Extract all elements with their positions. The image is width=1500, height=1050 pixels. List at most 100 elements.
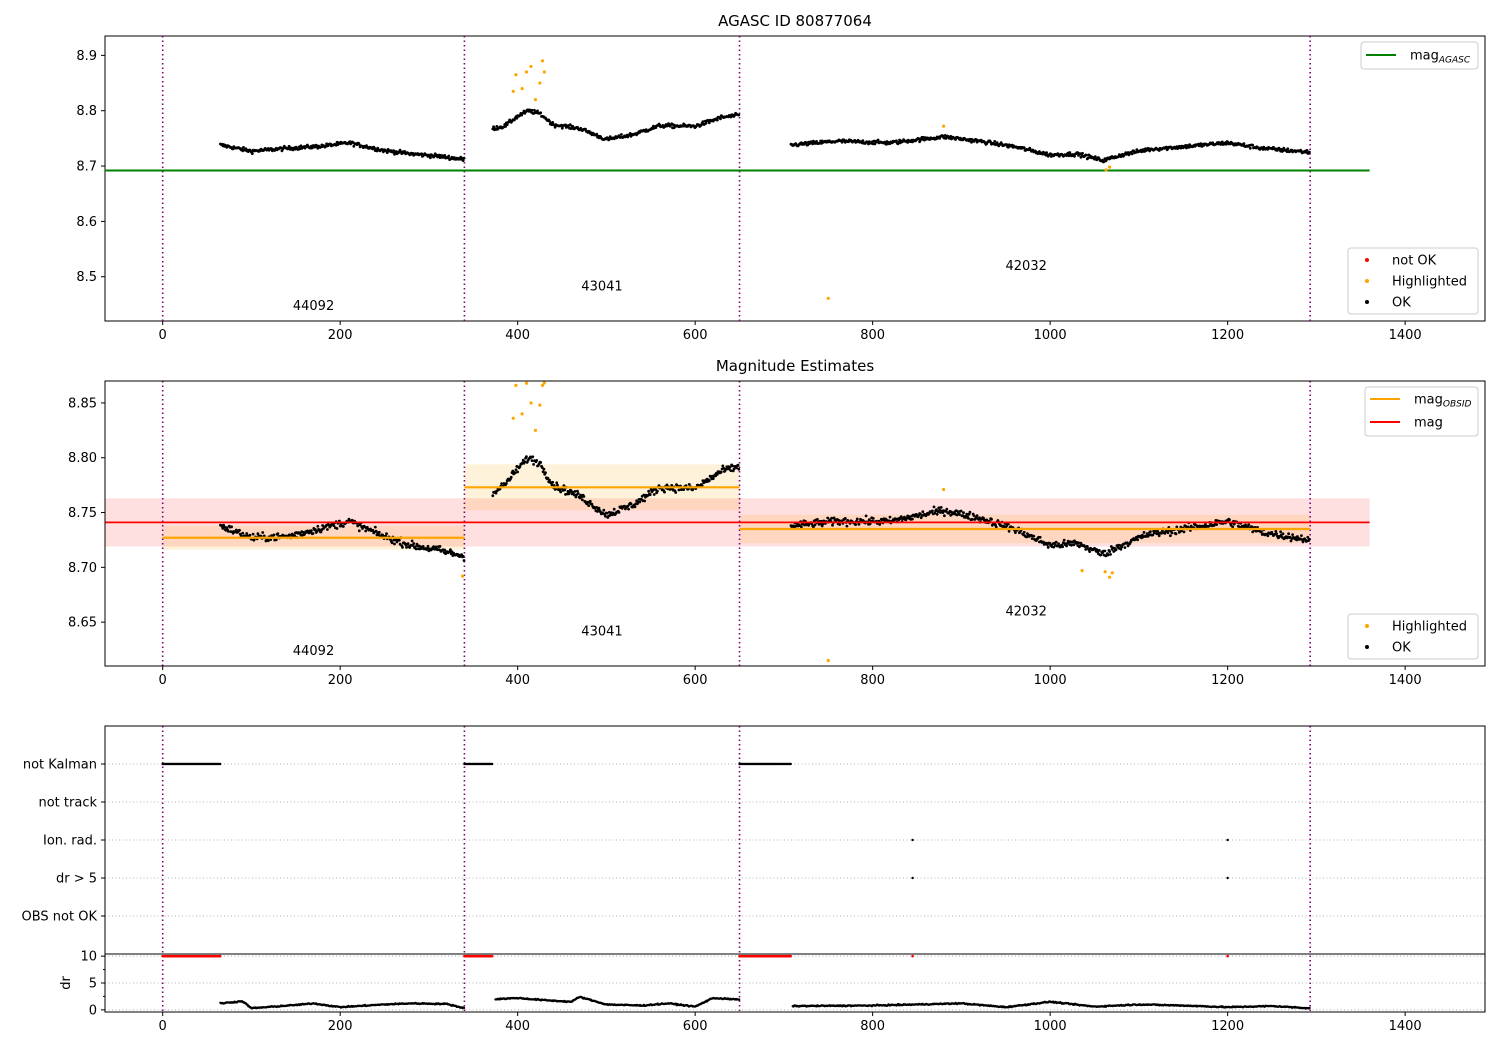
x-tick-label: 1200 bbox=[1211, 673, 1244, 688]
ok-point bbox=[804, 141, 808, 145]
ok-point bbox=[1174, 532, 1178, 536]
clipped-dr-point bbox=[789, 954, 792, 958]
ok-point bbox=[1006, 522, 1010, 526]
ok-point bbox=[574, 495, 578, 499]
ok-point bbox=[1077, 541, 1080, 545]
highlighted-point bbox=[524, 381, 529, 385]
ok-point bbox=[1026, 532, 1029, 535]
ok-point bbox=[938, 508, 941, 512]
ok-point bbox=[429, 156, 432, 160]
ok-point bbox=[582, 495, 586, 498]
ok-point bbox=[647, 489, 650, 493]
ok-point bbox=[633, 505, 637, 509]
x-tick-label: 1200 bbox=[1211, 1019, 1244, 1034]
ok-point bbox=[972, 514, 976, 517]
ok-point bbox=[515, 116, 519, 120]
ok-point bbox=[1085, 153, 1088, 157]
ok-point bbox=[276, 532, 280, 536]
ok-point bbox=[1149, 530, 1152, 533]
ok-point bbox=[281, 533, 285, 537]
y-tick-label: 8.7 bbox=[76, 160, 97, 175]
highlighted-point bbox=[942, 124, 946, 128]
observation-id-label: 44092 bbox=[293, 299, 334, 314]
y-tick-label: 10 bbox=[80, 950, 97, 965]
ok-point bbox=[729, 469, 733, 472]
ok-point bbox=[993, 140, 997, 143]
ok-point bbox=[1085, 545, 1089, 548]
highlighted-point bbox=[540, 383, 545, 387]
highlighted-point bbox=[520, 86, 524, 91]
highlighted-point bbox=[514, 73, 518, 77]
panel2-title: Magnitude Estimates bbox=[716, 357, 874, 375]
ok-point bbox=[494, 491, 498, 495]
ok-point bbox=[1136, 538, 1139, 542]
legend-marker-swatch bbox=[1365, 624, 1369, 628]
legend-entry-label: OK bbox=[1392, 296, 1411, 311]
ok-point bbox=[721, 464, 725, 468]
legend-upper: magAGASC bbox=[1360, 41, 1479, 70]
ok-point bbox=[1301, 540, 1305, 544]
ok-point bbox=[728, 465, 732, 469]
highlighted-point bbox=[533, 98, 538, 102]
legend-label-subscript: AGASC bbox=[1438, 56, 1471, 66]
ok-point bbox=[627, 507, 630, 511]
ok-point bbox=[413, 545, 417, 549]
ok-point bbox=[449, 548, 452, 552]
ok-point bbox=[1157, 534, 1161, 538]
flags-panel: not Kalman not track Ion. rad. dr > 5 OBS no… bbox=[22, 725, 1486, 1012]
ok-point bbox=[405, 546, 408, 549]
ok-point bbox=[736, 463, 740, 467]
ok-point bbox=[1048, 541, 1052, 545]
ok-point bbox=[518, 465, 522, 468]
ok-point bbox=[905, 516, 909, 520]
panel2-plot-area bbox=[105, 381, 1370, 666]
ok-point bbox=[682, 488, 686, 491]
ok-point bbox=[1057, 542, 1060, 546]
ok-point bbox=[319, 530, 323, 534]
ok-points-segment-0 bbox=[219, 140, 466, 163]
ok-point bbox=[820, 524, 824, 528]
ok-point bbox=[1106, 553, 1110, 557]
observation-id-label: 43041 bbox=[581, 624, 622, 639]
axes-frame-4 bbox=[104, 953, 1486, 1013]
flag-point bbox=[1226, 876, 1229, 880]
x-tick-label: 1200 bbox=[1211, 328, 1244, 343]
ok-point bbox=[1260, 530, 1263, 534]
ok-point bbox=[1212, 523, 1216, 527]
ok-point bbox=[1142, 531, 1146, 534]
ok-point bbox=[855, 517, 859, 521]
ok-point bbox=[403, 150, 407, 153]
y-tick-label: 8.8 bbox=[76, 104, 97, 119]
ok-point bbox=[576, 489, 579, 493]
ok-point bbox=[1308, 537, 1311, 541]
ok-point bbox=[888, 515, 892, 519]
ok-point bbox=[551, 121, 555, 124]
ok-point bbox=[563, 488, 567, 492]
ok-point bbox=[261, 531, 265, 534]
ok-point bbox=[1275, 532, 1278, 536]
ok-point bbox=[975, 514, 979, 517]
ok-point bbox=[1062, 541, 1065, 545]
ok-point bbox=[491, 494, 495, 498]
ok-point bbox=[711, 477, 715, 480]
ok-point bbox=[401, 546, 404, 549]
ok-point bbox=[859, 517, 862, 521]
ok-point bbox=[1119, 547, 1123, 551]
ok-point bbox=[509, 475, 513, 479]
ok-point bbox=[437, 548, 441, 551]
ok-point bbox=[504, 125, 507, 128]
x-tick-label: 400 bbox=[505, 1019, 530, 1034]
ok-point bbox=[269, 538, 273, 541]
ok-point bbox=[1095, 548, 1099, 552]
ok-point bbox=[677, 488, 681, 492]
ok-point bbox=[935, 512, 939, 516]
ok-point bbox=[597, 506, 601, 510]
highlighted-point bbox=[511, 416, 515, 420]
ok-point bbox=[357, 529, 361, 533]
ok-point bbox=[958, 513, 961, 516]
ok-point bbox=[335, 527, 339, 530]
highlighted-point bbox=[524, 70, 529, 74]
ok-point bbox=[350, 518, 354, 522]
ok-point bbox=[1170, 531, 1174, 535]
